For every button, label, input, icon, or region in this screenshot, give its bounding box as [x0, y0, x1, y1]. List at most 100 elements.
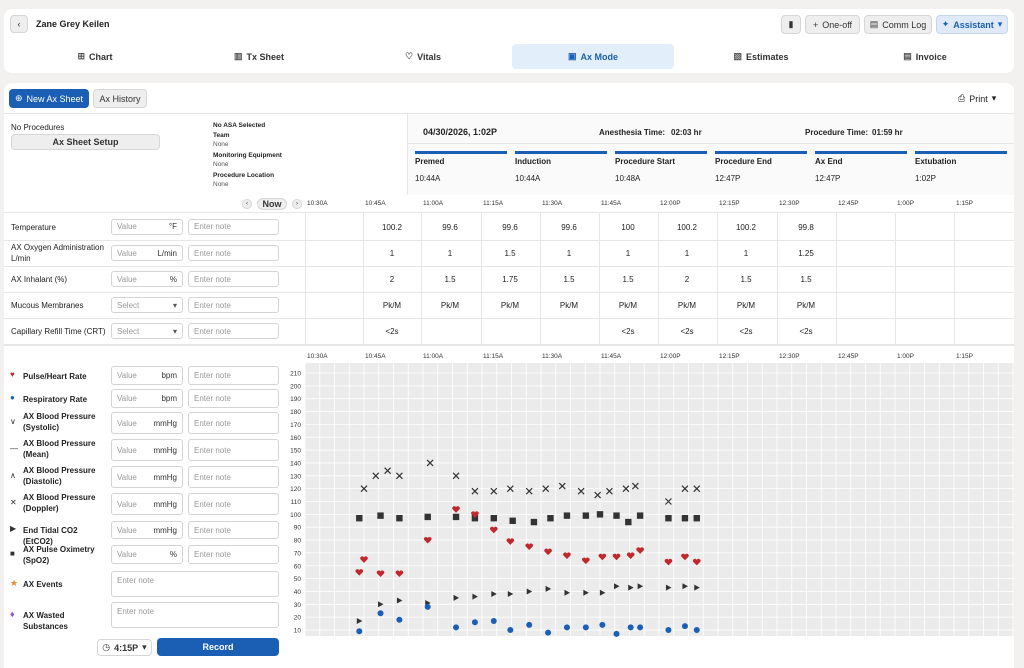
param-cell: 1.25	[798, 249, 814, 258]
vital-value-input[interactable]: Value mmHg	[111, 466, 183, 488]
record-button[interactable]: Record	[157, 638, 279, 656]
team-label: Team	[213, 132, 230, 139]
chevron-right-icon: ›	[296, 201, 298, 207]
vital-value-input[interactable]: Value bpm	[111, 366, 183, 385]
param-note-input[interactable]: Enter note	[188, 271, 279, 287]
param-cell: 99.6	[442, 222, 458, 232]
vital-label: AX Blood Pressure (Diastolic)	[23, 466, 96, 486]
param-select[interactable]: Select ▾	[111, 323, 183, 339]
vital-value-input[interactable]: Value mmHg	[111, 412, 183, 434]
vital-value-input[interactable]: Value bpm	[111, 389, 183, 408]
invoice-icon: ▤	[903, 51, 912, 61]
milestone-bar	[615, 151, 707, 154]
param-value-input[interactable]: Value °F	[111, 218, 183, 235]
param-cell: Pk/M	[440, 301, 460, 310]
tab-ax-mode[interactable]: ▣ Ax Mode	[512, 44, 674, 69]
milestone-bar	[515, 151, 607, 154]
print-button[interactable]: ⎙ Print ▾	[958, 93, 997, 104]
clipboard-button[interactable]: ▮	[781, 15, 801, 34]
ax-sheet-setup-button[interactable]: Ax Sheet Setup	[11, 134, 160, 150]
one-off-button[interactable]: + One-off	[805, 15, 860, 34]
param-cell: Pk/M	[677, 301, 697, 310]
param-cell: <2s	[739, 327, 753, 336]
divider	[407, 143, 1014, 144]
param-cell: 1.5	[800, 275, 812, 284]
grid-line	[599, 213, 600, 344]
tab-tx-sheet[interactable]: ▥ Tx Sheet	[233, 51, 285, 62]
vital-value-input[interactable]: Value mmHg	[111, 439, 183, 461]
time-label: 11:15A	[483, 200, 504, 207]
param-cell: 1.5	[444, 275, 456, 284]
param-label: Temperature	[11, 222, 56, 232]
param-select[interactable]: Select ▾	[111, 297, 183, 313]
vital-note-input[interactable]: Enter note	[188, 466, 279, 488]
tab-chart[interactable]: ⊞ Chart	[77, 51, 113, 62]
divider	[4, 344, 1014, 345]
assistant-button[interactable]: ✦ Assistant ▾	[936, 15, 1008, 34]
param-cell: 1.5	[622, 275, 634, 284]
grid-line	[363, 213, 364, 344]
event-note-input[interactable]: Enter note	[111, 602, 279, 628]
comm-log-button[interactable]: ▤ Comm Log	[864, 15, 932, 34]
anesthesia-time-value: 02:03 hr	[671, 128, 702, 137]
param-value-input[interactable]: Value L/min	[111, 245, 183, 261]
param-value-input[interactable]: Value%	[111, 271, 183, 287]
chevron-down-icon: ∨	[10, 417, 16, 426]
heart-icon: ♥	[10, 369, 15, 379]
vital-label: AX Blood Pressure (Systolic)	[23, 412, 96, 432]
time-label: 12:30P	[779, 353, 800, 360]
time-label: 10:45A	[365, 353, 386, 360]
tab-vitals[interactable]: ♡ Vitals	[405, 51, 441, 62]
grid-line	[895, 213, 896, 344]
printer-icon: ⎙	[958, 93, 966, 103]
record-time-select[interactable]: ◷ 4:15P ▾	[97, 639, 152, 656]
vital-value-input[interactable]: Value mmHg	[111, 493, 183, 515]
milestone-time: 10:48A	[615, 174, 641, 183]
location-label: Procedure Location	[213, 172, 275, 179]
prev-time-button[interactable]: ‹	[242, 199, 252, 209]
heart-pulse-icon: ♡	[405, 51, 414, 61]
now-button[interactable]: Now	[257, 198, 287, 210]
param-cell: 100.2	[735, 222, 757, 232]
milestone-label: Premed	[415, 157, 445, 166]
tab-estimates[interactable]: ▧ Estimates	[733, 51, 789, 62]
new-ax-sheet-button[interactable]: ⊕ New Ax Sheet	[9, 89, 89, 108]
vital-note-input[interactable]: Enter note	[188, 493, 279, 515]
param-cell: Pk/M	[559, 301, 579, 310]
vital-label: AX Blood Pressure (Mean)	[23, 439, 96, 459]
estimate-icon: ▧	[733, 51, 742, 61]
grid-line	[954, 213, 955, 344]
vital-note-input[interactable]: Enter note	[188, 439, 279, 461]
milestone-label: Induction	[515, 157, 551, 166]
tab-invoice[interactable]: ▤ Invoice	[903, 51, 947, 62]
next-time-button[interactable]: ›	[292, 199, 302, 209]
param-note-input[interactable]: Enter note	[188, 297, 279, 313]
vital-value-input[interactable]: Value%	[111, 545, 183, 564]
time-label: 11:15A	[483, 353, 504, 360]
vital-note-input[interactable]: Enter note	[188, 545, 279, 564]
vital-note-input[interactable]: Enter note	[188, 366, 279, 385]
chevron-left-icon: ‹	[246, 201, 248, 207]
vital-value-input[interactable]: Value mmHg	[111, 521, 183, 539]
ax-history-button[interactable]: Ax History	[93, 89, 147, 108]
vital-label: Respiratory Rate	[23, 394, 88, 404]
grid-line	[777, 213, 778, 344]
square-icon: ■	[10, 548, 15, 558]
param-note-input[interactable]: Enter note	[188, 323, 279, 339]
event-note-input[interactable]: Enter note	[111, 571, 279, 597]
back-button[interactable]: ‹	[10, 15, 28, 33]
time-label: 11:30A	[542, 200, 563, 207]
chevron-down-icon: ▾	[172, 300, 177, 310]
chevron-down-icon: ▾	[997, 19, 1003, 29]
param-note-input[interactable]: Enter note	[188, 218, 279, 235]
log-icon: ▤	[869, 19, 879, 29]
vital-note-input[interactable]: Enter note	[188, 389, 279, 408]
param-cell: 1.5	[563, 275, 575, 284]
param-label: Mucous Membranes	[11, 301, 84, 310]
param-note-input[interactable]: Enter note	[188, 245, 279, 261]
dash-icon: —	[10, 444, 18, 453]
param-cell: Pk/M	[736, 301, 756, 310]
vital-note-input[interactable]: Enter note	[188, 412, 279, 434]
vital-note-input[interactable]: Enter note	[188, 521, 279, 539]
param-cell: Pk/M	[500, 301, 520, 310]
